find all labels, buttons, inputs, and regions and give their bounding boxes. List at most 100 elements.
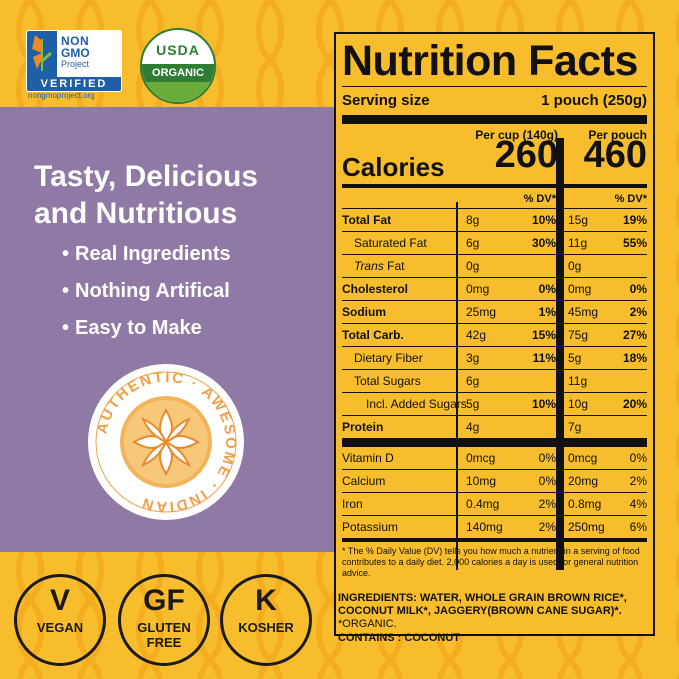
dv-per-cup: 10% [531, 397, 556, 411]
non-gmo-verified-logo: NON GMO Project VERIFIED nongmoproject.o… [26, 30, 122, 102]
nutrient-name: Total Fat [342, 213, 392, 227]
kosher-icon: K KOSHER [220, 574, 312, 666]
nutrient-name: Potassium [342, 520, 399, 534]
dv-per-pouch: 18% [622, 351, 647, 365]
amount-per-cup: 25mg [466, 305, 497, 319]
dv-per-pouch: 0% [629, 282, 647, 296]
amount-per-cup: 6g [466, 374, 480, 388]
amount-per-pouch: 250mg [568, 520, 605, 534]
nutrient-name: Iron [342, 497, 363, 511]
diet-letter: K [255, 584, 277, 617]
dv-per-cup: 2% [538, 497, 556, 511]
dv-per-cup: 2% [538, 520, 556, 534]
amount-per-pouch: 7g [568, 420, 582, 434]
nutrient-row: Calcium 10mg 0% 20mg 2% [342, 470, 647, 492]
nutrient-name: Incl. Added Sugars [366, 397, 467, 411]
calories-label: Calories [342, 152, 445, 182]
nutrient-row: Sodium 25mg 1% 45mg 2% [342, 301, 647, 323]
amount-per-pouch: 0.8mg [568, 497, 602, 511]
dv-per-cup: 15% [531, 328, 556, 342]
col2-header: Per pouch [588, 128, 647, 142]
dv-per-pouch: 27% [622, 328, 647, 342]
nutrition-facts-panel: Nutrition Facts Serving size 1 pouch (25… [334, 32, 655, 636]
amount-per-cup: 4g [466, 420, 480, 434]
dv-label-1: % DV* [523, 193, 556, 205]
dv-per-cup: 0% [538, 282, 556, 296]
nutrient-row: Total Sugars 6g 11g [342, 370, 647, 392]
feature-item: Nothing Artifical [62, 276, 231, 313]
usda-organic-seal: USDA ORGANIC [140, 28, 216, 104]
nongmo-url: nongmoproject.org [28, 91, 95, 100]
nutrient-name: Vitamin D [342, 451, 394, 465]
nutrient-name: Trans Fat [354, 259, 405, 273]
amount-per-cup: 10mg [466, 474, 497, 488]
nongmo-verified: VERIFIED [27, 77, 121, 91]
amount-per-pouch: 5g [568, 351, 582, 365]
dv-per-pouch: 19% [622, 213, 647, 227]
amount-per-cup: 140mg [466, 520, 503, 534]
nutrient-row: Incl. Added Sugars 5g 10% 10g 20% [342, 393, 647, 415]
diet-label: VEGAN [36, 620, 84, 635]
dv-per-cup: 0% [538, 474, 556, 488]
butterfly-icon [27, 31, 57, 77]
nutrient-row: Protein 4g 7g [342, 416, 647, 438]
amount-per-cup: 8g [466, 213, 480, 227]
vegan-icon: V VEGAN [14, 574, 106, 666]
dv-per-pouch: 0% [629, 451, 647, 465]
serving-row: Serving size 1 pouch (250g) [342, 87, 647, 115]
dv-per-cup: 10% [531, 213, 556, 227]
authentic-awesome-indian-badge: AUTHENTIC · AWESOME · INDIAN [88, 364, 244, 520]
amount-per-pouch: 15g [568, 213, 589, 227]
dv-per-cup: 1% [538, 305, 556, 319]
amount-per-pouch: 0mcg [568, 451, 598, 465]
amount-per-cup: 42g [466, 328, 487, 342]
headline: Tasty, Delicious and Nutritious [34, 158, 334, 232]
dv-per-cup: 11% [532, 351, 556, 365]
calories-per-pouch: 460 [583, 134, 647, 176]
ingredients-block: INGREDIENTS: WATER, WHOLE GRAIN BROWN RI… [338, 592, 658, 645]
amount-per-pouch: 45mg [568, 305, 599, 319]
diet-label: KOSHER [238, 620, 294, 635]
amount-per-cup: 0.4mg [466, 497, 500, 511]
nongmo-line2: GMO [61, 46, 90, 60]
headline-line1: Tasty, Delicious [34, 160, 258, 193]
amount-per-cup: 0mcg [466, 451, 496, 465]
dv-per-pouch: 20% [622, 397, 647, 411]
dv-per-pouch: 4% [629, 497, 647, 511]
nutrient-name: Cholesterol [342, 282, 409, 296]
dv-per-pouch: 2% [629, 305, 647, 319]
nutrient-name: Protein [342, 420, 384, 434]
nutrient-row: Cholesterol 0mg 0% 0mg 0% [342, 278, 647, 300]
serving-label: Serving size [342, 92, 430, 109]
amount-per-pouch: 20mg [568, 474, 599, 488]
col1-header: Per cup (140g) [475, 128, 558, 142]
nutrient-name: Total Sugars [354, 374, 421, 388]
organic-note: *ORGANIC. [338, 618, 397, 630]
dv-per-pouch: 6% [629, 520, 647, 534]
headline-line2: and Nutritious [34, 197, 238, 230]
nutrient-name: Sodium [342, 305, 386, 319]
amount-per-cup: 5g [466, 397, 480, 411]
amount-per-pouch: 0g [568, 259, 582, 273]
amount-per-pouch: 11g [568, 374, 588, 388]
nongmo-line3: Project [61, 59, 90, 69]
nutrient-name: Dietary Fiber [354, 351, 423, 365]
nutrient-row: Dietary Fiber 3g 11% 5g 18% [342, 347, 647, 369]
nutrient-row: Trans Fat 0g 0g [342, 255, 647, 277]
nutrient-row: Total Carb. 42g 15% 75g 27% [342, 324, 647, 346]
nutrient-row: Iron 0.4mg 2% 0.8mg 4% [342, 493, 647, 515]
calories-per-cup: 260 [494, 134, 558, 176]
dv-header-row: % DV* % DV* [342, 188, 647, 208]
dv-per-pouch: 55% [622, 236, 647, 250]
nutrient-name: Saturated Fat [354, 236, 427, 250]
amount-per-cup: 6g [466, 236, 480, 250]
nutrient-name: Calcium [342, 474, 386, 488]
amount-per-pouch: 75g [568, 328, 589, 342]
feature-item: Real Ingredients [62, 239, 231, 276]
nutrient-row: Potassium 140mg 2% 250mg 6% [342, 516, 647, 538]
calories-row: Calories 260 460 [342, 136, 647, 184]
usda-text: USDA [156, 42, 200, 58]
dv-per-cup: 0% [538, 451, 556, 465]
nongmo-line1: NON [61, 34, 90, 48]
nutrient-row: Total Fat 8g 10% 15g 19% [342, 209, 647, 231]
